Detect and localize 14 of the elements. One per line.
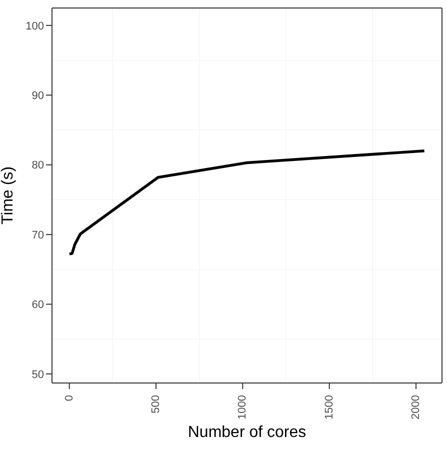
y-tick-label: 80 bbox=[32, 160, 44, 172]
y-tick-label: 50 bbox=[32, 368, 44, 381]
y-tick-label: 100 bbox=[26, 20, 44, 32]
y-tick-label: 60 bbox=[32, 299, 44, 312]
x-tick-label: 1500 bbox=[323, 395, 336, 420]
y-tick-label: 90 bbox=[32, 90, 44, 102]
x-tick-label: 500 bbox=[150, 395, 162, 414]
y-tick-label: 70 bbox=[32, 229, 44, 242]
x-tick-label: 2000 bbox=[410, 395, 422, 420]
y-axis-title: Time (s) bbox=[0, 166, 17, 225]
line-series bbox=[68, 149, 426, 256]
x-tick-label: 1000 bbox=[236, 395, 249, 420]
x-axis-title: Number of cores bbox=[188, 424, 306, 441]
x-tick-label: 0 bbox=[63, 395, 76, 402]
